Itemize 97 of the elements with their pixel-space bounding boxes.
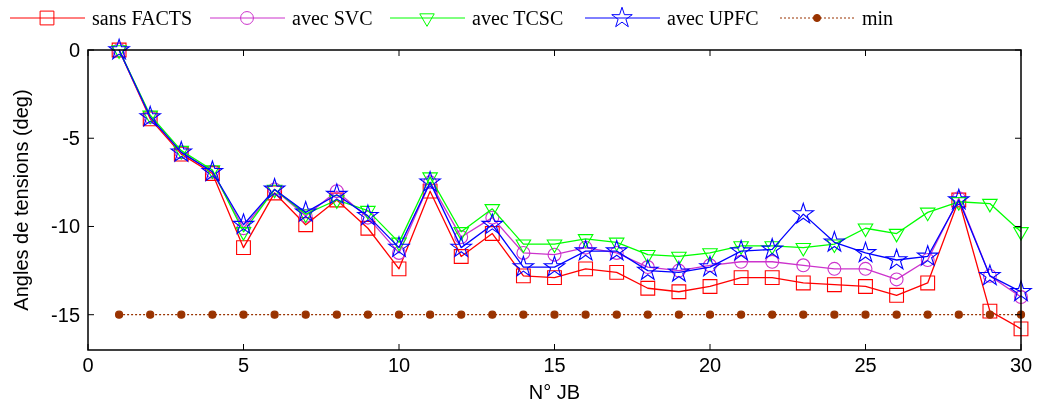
point	[854, 241, 877, 263]
point	[792, 202, 815, 224]
point	[394, 310, 404, 319]
x-tick-label: 20	[698, 354, 722, 376]
point	[481, 213, 504, 234]
legend-label: avec TCSC	[472, 7, 564, 29]
point	[609, 264, 625, 280]
point	[488, 310, 497, 319]
point	[892, 310, 901, 319]
point	[768, 310, 777, 319]
point	[671, 284, 687, 300]
point	[453, 249, 469, 264]
point	[236, 240, 251, 256]
point	[640, 280, 656, 296]
x-axis-title: N° JB	[528, 381, 581, 403]
legend-label: avec SVC	[292, 7, 373, 29]
point	[730, 239, 752, 261]
y-tick-label: -15	[51, 303, 80, 326]
point	[830, 310, 839, 319]
point	[861, 310, 870, 319]
point	[270, 310, 279, 319]
point	[177, 310, 186, 319]
point	[363, 310, 373, 319]
point	[512, 255, 535, 277]
point	[450, 236, 472, 257]
point	[139, 105, 161, 127]
point	[547, 247, 562, 262]
point	[916, 245, 939, 266]
point	[736, 310, 746, 319]
x-tick-label: 25	[854, 354, 877, 376]
point	[923, 310, 932, 319]
legend-label: min	[862, 7, 894, 29]
point	[954, 310, 963, 319]
point	[1013, 321, 1029, 337]
point	[232, 213, 255, 234]
point	[581, 310, 590, 319]
point	[301, 310, 310, 319]
x-tick-label: 5	[237, 354, 250, 376]
point	[702, 279, 718, 294]
point	[208, 310, 217, 319]
x-tick-label: 0	[82, 354, 94, 376]
point	[422, 183, 438, 199]
y-tick-label: -5	[62, 127, 80, 150]
point	[823, 231, 846, 252]
point	[799, 310, 808, 319]
point	[578, 261, 594, 277]
point	[920, 275, 936, 291]
point	[858, 261, 873, 276]
point	[114, 310, 124, 319]
point	[643, 310, 652, 319]
point	[294, 201, 317, 222]
point	[547, 270, 562, 286]
point	[484, 226, 500, 241]
point	[982, 303, 998, 319]
point	[360, 220, 376, 236]
point	[612, 310, 621, 319]
point	[889, 272, 904, 287]
point	[298, 217, 314, 233]
point	[734, 254, 749, 269]
x-tick-label: 15	[543, 354, 566, 376]
point	[637, 259, 659, 280]
point	[605, 239, 628, 261]
point	[705, 310, 715, 319]
point	[764, 270, 780, 286]
point	[827, 261, 842, 276]
point	[388, 236, 410, 257]
point	[796, 258, 811, 273]
point	[357, 204, 379, 226]
x-tick-label: 10	[387, 354, 411, 376]
point	[543, 255, 566, 277]
point	[425, 310, 435, 319]
point	[516, 245, 531, 260]
y-tick-label: -10	[51, 215, 80, 238]
point	[519, 310, 528, 319]
y-axis-title: Angles de tensions (deg)	[10, 89, 32, 311]
point	[239, 310, 248, 319]
point	[1010, 280, 1032, 302]
point	[550, 310, 559, 319]
point	[795, 275, 811, 291]
point	[765, 254, 780, 269]
legend-label: avec UPFC	[667, 7, 759, 29]
point	[391, 261, 407, 277]
point	[574, 239, 597, 261]
point	[733, 270, 749, 286]
point	[889, 287, 905, 303]
point	[332, 310, 341, 319]
point	[326, 183, 348, 204]
point	[858, 279, 873, 294]
y-tick-label: 0	[68, 39, 80, 61]
legend-label: sans FACTS	[92, 7, 193, 29]
point	[515, 268, 531, 284]
x-tick-label: 30	[1009, 354, 1033, 376]
point	[885, 248, 908, 270]
point	[457, 310, 466, 319]
point	[826, 277, 842, 293]
point	[674, 310, 684, 319]
point	[146, 310, 155, 319]
